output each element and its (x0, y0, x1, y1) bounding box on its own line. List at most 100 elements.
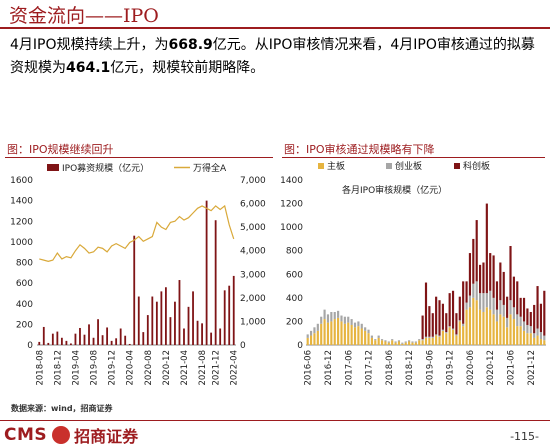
star-market-bar (424, 282, 428, 337)
star-market-bar (489, 253, 492, 291)
chinext-bar (485, 293, 488, 308)
main-board-bar (526, 333, 529, 345)
main-board-bar (519, 326, 522, 345)
chinext-bar (431, 336, 434, 338)
main-board-bar (441, 330, 444, 345)
star-market-bar (448, 293, 451, 327)
main-board-bar (320, 323, 323, 345)
x-tick-label: 2020-04 (126, 350, 136, 386)
main-board-bar (458, 321, 461, 345)
chinext-bar (343, 316, 346, 324)
chinext-bar (330, 312, 333, 322)
chinext-bar (428, 336, 431, 338)
main-board-bar (323, 319, 326, 345)
ipo-size-bar (119, 328, 122, 345)
x-tick-label: 2018-06 (385, 350, 395, 386)
chinext-bar (367, 329, 370, 334)
main-board-bar (435, 335, 438, 345)
star-market-bar (522, 297, 526, 322)
chinext-bar (516, 314, 519, 327)
y-right-tick-label: 2,000 (240, 294, 266, 304)
ipo-size-bar (155, 301, 158, 345)
chinext-bar (451, 328, 455, 330)
chinext-bar (333, 312, 336, 320)
main-board-bar (337, 317, 340, 345)
chinext-bar (441, 329, 444, 331)
x-tick-label: 2017-06 (344, 350, 354, 386)
main-board-bar (492, 314, 495, 345)
ipo-approval-chart: 0 200 400 600 800 1000 1200 1400 2016-06 2016-12 2… (280, 160, 546, 386)
ipo-size-bar (146, 315, 149, 345)
legend-label: 主板 (327, 160, 345, 172)
chinext-bar (458, 320, 461, 322)
ipo-size-bar (160, 291, 163, 346)
chinext-bar (374, 339, 377, 341)
main-board-bar (408, 341, 411, 345)
ipo-size-bar (92, 337, 95, 345)
y-right-tick-label: 1,000 (240, 317, 266, 327)
main-board-bar (479, 309, 482, 345)
y-left-tick-label: 600 (16, 279, 33, 289)
ipo-size-bar (51, 333, 54, 345)
star-market-bar (509, 246, 512, 301)
main-board-bar (377, 337, 380, 345)
ipo-size-bar (228, 285, 231, 345)
chinext-bar (394, 341, 397, 343)
chinext-bar (418, 339, 421, 341)
star-market-bar (458, 296, 461, 321)
star-market-bar (502, 271, 505, 305)
main-board-bar (462, 326, 465, 345)
ipo-size-bar (47, 342, 50, 345)
main-board-bar (468, 307, 472, 345)
main-board-bar (387, 342, 390, 345)
main-board-bar (380, 340, 384, 345)
chinext-bar (380, 339, 384, 341)
ipo-size-bar (60, 337, 63, 345)
ipo-size-bar (142, 332, 145, 345)
main-board-bar (465, 309, 468, 345)
star-market-bar (465, 281, 468, 303)
chinext-bar (519, 316, 522, 327)
ipo-size-bar (223, 290, 226, 345)
main-board-bar (343, 323, 346, 345)
chinext-bar (533, 333, 536, 338)
chinext-bar (320, 316, 323, 324)
x-tick-label: 2016-12 (324, 350, 334, 386)
y-left-tick-label: 800 (16, 259, 33, 269)
ipo-size-bar (83, 334, 86, 345)
x-tick-label: 2019-06 (425, 350, 435, 386)
chinext-bar (404, 341, 407, 343)
main-board-bar (495, 321, 499, 345)
chinext-bar (353, 322, 357, 328)
y-right-tick-label: 0 (240, 341, 246, 351)
chinext-bar (445, 332, 448, 334)
title-rule (0, 27, 550, 29)
company-logo: CMS 招商证券 (4, 424, 138, 446)
star-market-bar (472, 238, 475, 284)
y-left-tick-label: 400 (16, 300, 33, 310)
star-market-bar (482, 262, 485, 294)
ipo-size-bar (169, 317, 172, 345)
x-tick-label: 2020-12 (162, 350, 172, 386)
chinext-bar (536, 328, 539, 336)
x-tick-label: 2018-08 (35, 350, 45, 386)
main-board-bar (418, 340, 421, 345)
chinext-bar (462, 323, 465, 327)
legend-label-ipo: IPO募资规模（亿元） (62, 162, 149, 174)
chinext-bar (350, 319, 353, 325)
x-tick-label: 2017-12 (365, 350, 375, 386)
x-tick-label: 2018-12 (405, 350, 415, 386)
ipo-size-bar (151, 296, 154, 345)
star-market-bar (512, 276, 515, 308)
main-board-bar (384, 341, 387, 345)
main-board-bar (411, 342, 414, 345)
ipo-size-bar (187, 306, 190, 345)
x-tick-label: 2019-04 (71, 350, 81, 386)
main-board-bar (364, 330, 367, 345)
main-board-bar (451, 329, 455, 345)
summary-part3: 亿元，规模较前期略降。 (110, 60, 265, 76)
main-board-bar (522, 330, 526, 345)
main-board-bar (370, 337, 373, 345)
legend-label: 科创板 (463, 160, 490, 172)
ipo-size-bar (174, 301, 176, 345)
